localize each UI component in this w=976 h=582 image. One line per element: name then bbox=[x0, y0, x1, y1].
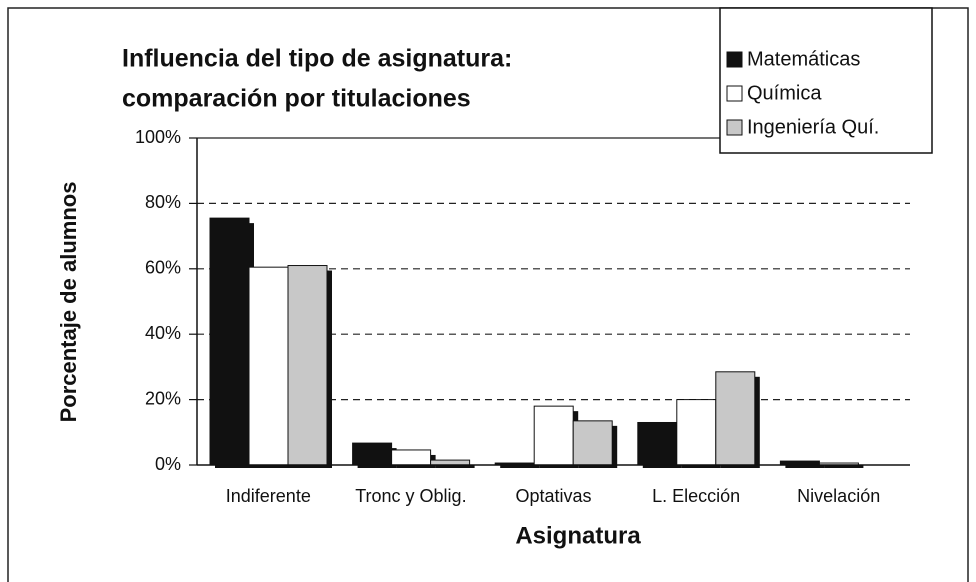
legend-label: Ingeniería Quí. bbox=[747, 116, 879, 138]
legend-box bbox=[719, 7, 933, 154]
x-tick-label: Optativas bbox=[515, 486, 591, 506]
legend-swatch bbox=[726, 119, 743, 136]
bar bbox=[572, 420, 613, 466]
chart-title: Influencia del tipo de asignatura: bbox=[122, 45, 512, 73]
y-tick-label: 60% bbox=[145, 258, 181, 278]
bar bbox=[352, 442, 393, 466]
y-tick-label: 80% bbox=[145, 192, 181, 212]
y-tick-label: 100% bbox=[135, 127, 181, 147]
bar-shadow bbox=[824, 465, 864, 468]
bar bbox=[637, 421, 678, 466]
bar bbox=[676, 399, 717, 466]
bar bbox=[533, 405, 574, 466]
legend-swatch bbox=[726, 85, 743, 102]
legend-label: Química bbox=[747, 82, 822, 104]
bar bbox=[209, 217, 250, 466]
x-tick-label: Nivelación bbox=[797, 486, 880, 506]
y-tick-label: 0% bbox=[155, 454, 181, 474]
legend-swatch bbox=[726, 51, 743, 68]
y-tick-label: 40% bbox=[145, 323, 181, 343]
bar bbox=[287, 265, 328, 466]
x-tick-label: Tronc y Oblig. bbox=[355, 486, 466, 506]
bar bbox=[391, 449, 432, 466]
bar-shadow bbox=[435, 465, 475, 468]
bar bbox=[248, 266, 289, 466]
legend-label: Matemáticas bbox=[747, 48, 860, 70]
x-tick-label: Indiferente bbox=[226, 486, 311, 506]
bar-shadow bbox=[785, 465, 825, 468]
x-tick-label: L. Elección bbox=[652, 486, 740, 506]
x-axis-label: Asignatura bbox=[515, 522, 641, 549]
y-axis-label: Porcentaje de alumnos bbox=[56, 182, 81, 423]
y-tick-label: 20% bbox=[145, 388, 181, 408]
bar-shadow bbox=[500, 465, 540, 468]
chart-title: comparación por titulaciones bbox=[122, 85, 471, 113]
bar bbox=[715, 371, 756, 466]
